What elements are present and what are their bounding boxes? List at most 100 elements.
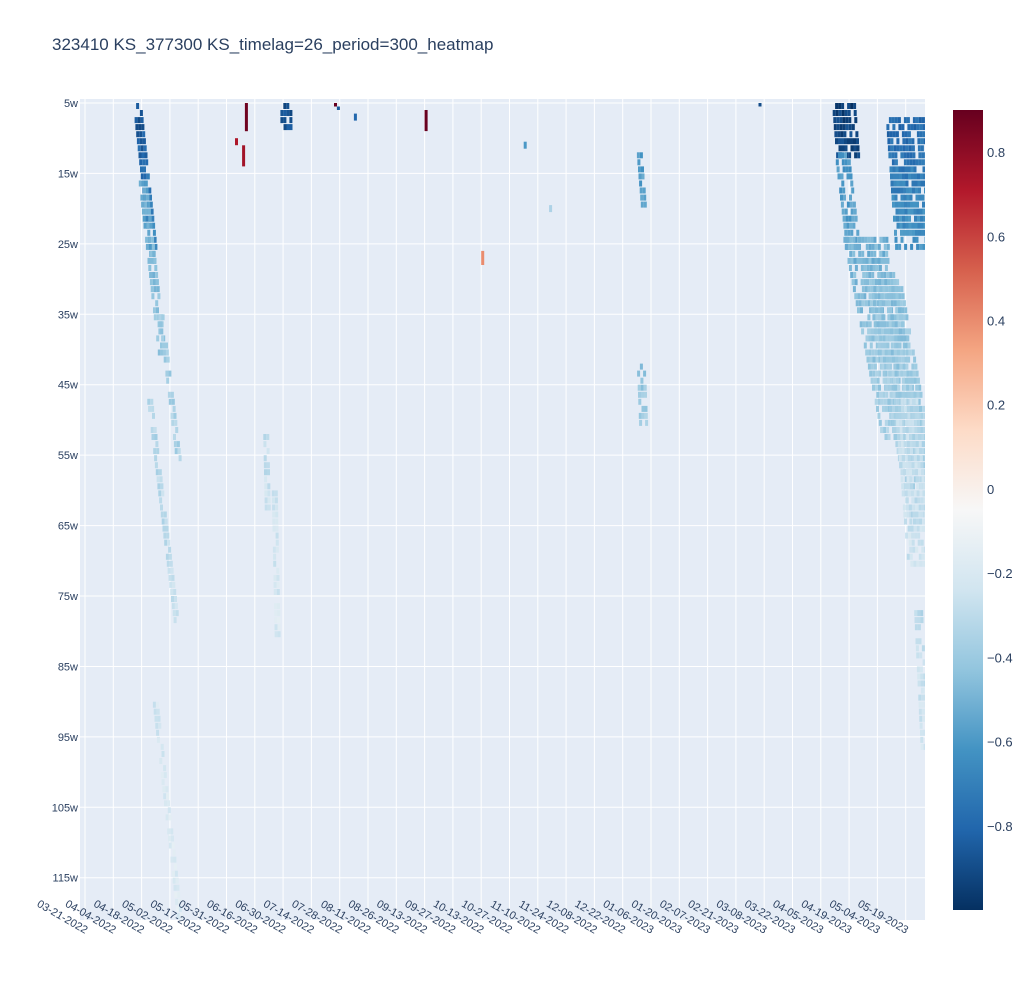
heatmap-cell — [923, 215, 925, 222]
heatmap-cell — [162, 525, 166, 532]
heatmap-cell — [273, 560, 277, 567]
heatmap-cell — [922, 208, 925, 215]
heatmap-cell — [895, 201, 898, 208]
heatmap-cell — [153, 448, 157, 455]
heatmap-cell — [865, 349, 869, 356]
heatmap-cell — [890, 349, 894, 356]
colorbar: 0.8 0.6 0.4 0.2 0 −0.2 −0.4 −0.6 −0.8 — [953, 110, 1013, 910]
heatmap-cell — [884, 293, 888, 300]
heatmap-cell — [926, 737, 929, 743]
heatmap-cell — [934, 244, 937, 250]
heatmap-cell — [264, 476, 268, 483]
heatmap-cell — [890, 412, 894, 419]
heatmap-cell — [874, 243, 878, 250]
heatmap-cell — [902, 314, 906, 321]
heatmap-cell — [283, 103, 287, 109]
heatmap-cell — [915, 546, 919, 553]
heatmap-cell — [163, 511, 167, 518]
heatmap-cell — [850, 103, 854, 109]
heatmap-cell — [146, 222, 150, 229]
heatmap-cell — [860, 279, 864, 286]
heatmap-cell — [931, 202, 934, 208]
heatmap-cell — [874, 257, 878, 264]
heatmap-cell — [863, 342, 867, 349]
heatmap-cell — [884, 349, 888, 356]
heatmap-cell — [889, 131, 893, 138]
heatmap-cell — [879, 250, 883, 257]
heatmap-cell — [860, 265, 864, 271]
heatmap-cell — [136, 138, 140, 145]
heatmap-cell — [870, 363, 874, 370]
heatmap-cell — [912, 546, 916, 553]
heatmap-cell — [273, 553, 277, 560]
heatmap-cell — [906, 117, 910, 124]
heatmap-cell — [875, 370, 879, 377]
heatmap-cell — [917, 180, 921, 187]
heatmap-cell — [896, 180, 900, 187]
heatmap-cell — [157, 293, 161, 300]
heatmap-cell — [166, 793, 170, 800]
heatmap-cell — [916, 483, 920, 490]
heatmap-cell — [908, 215, 911, 222]
heatmap-cell — [850, 243, 854, 250]
heatmap-cell — [637, 370, 641, 377]
heatmap-cell — [894, 229, 897, 236]
heatmap-cell — [919, 560, 923, 567]
heatmap-cell — [918, 638, 922, 645]
heatmap-cell — [898, 356, 902, 363]
heatmap-cell — [842, 117, 846, 124]
heatmap-cell — [888, 377, 892, 384]
heatmap-cell — [848, 117, 852, 124]
heatmap-cell — [875, 356, 879, 363]
heatmap-cell — [909, 553, 913, 560]
heatmap-cell — [845, 124, 849, 131]
heatmap-cell — [334, 103, 337, 107]
heatmap-cell — [153, 708, 157, 715]
heatmap-cell — [172, 581, 176, 588]
heatmap-cell — [272, 546, 276, 553]
heatmap-cell — [145, 159, 149, 166]
heatmap-cell — [154, 455, 158, 462]
heatmap-cell — [890, 180, 894, 187]
heatmap-cell — [139, 131, 143, 138]
heatmap-cell — [901, 412, 905, 419]
heatmap-cell — [849, 236, 853, 243]
heatmap-cell — [915, 645, 919, 652]
heatmap-cell — [148, 243, 152, 250]
heatmap-cell — [167, 567, 171, 574]
heatmap-cell — [900, 286, 904, 293]
heatmap-cell — [924, 159, 925, 166]
heatmap-cell — [916, 391, 920, 398]
heatmap-cell — [939, 519, 942, 525]
heatmap-cell — [844, 152, 847, 159]
heatmap-cell — [880, 398, 884, 405]
heatmap-cell — [899, 349, 903, 356]
heatmap-cell — [165, 342, 168, 349]
heatmap-cell — [906, 384, 910, 391]
heatmap-cell — [900, 441, 904, 448]
heatmap-cell — [172, 849, 176, 856]
heatmap-cell — [847, 138, 850, 145]
heatmap-cell — [264, 504, 268, 511]
heatmap-cell — [900, 194, 904, 201]
heatmap-cell — [892, 272, 896, 278]
heatmap-cell — [267, 483, 271, 490]
heatmap-cell — [914, 617, 918, 624]
heatmap-cell — [839, 117, 843, 124]
heatmap-cell — [883, 356, 887, 363]
heatmap-cell — [157, 483, 161, 490]
heatmap-cell — [919, 476, 923, 483]
heatmap-cell — [851, 279, 855, 286]
heatmap-cell — [922, 490, 925, 497]
heatmap-cell — [272, 511, 276, 518]
heatmap-cell — [174, 603, 178, 610]
heatmap-cell — [874, 398, 878, 405]
heatmap-cell — [286, 110, 290, 116]
heatmap-cell — [838, 152, 841, 159]
heatmap-cell — [884, 265, 888, 271]
heatmap-cell — [918, 441, 922, 448]
heatmap-cell — [886, 131, 890, 138]
heatmap-cell — [928, 441, 931, 447]
heatmap-cell — [276, 589, 280, 595]
heatmap-cell — [164, 800, 167, 807]
